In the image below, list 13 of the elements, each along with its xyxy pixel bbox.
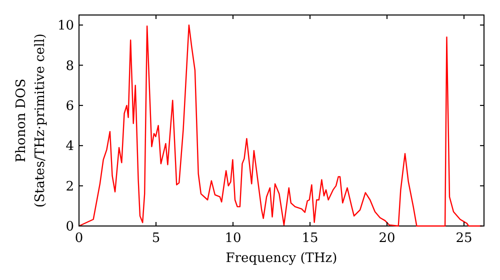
y-tick-label: 8: [66, 58, 74, 74]
x-axis-title: Frequency (THz): [226, 251, 338, 266]
x-tick-label: 20: [378, 231, 396, 246]
y-tick-label: 2: [66, 179, 74, 194]
y-tick-label: 4: [66, 139, 74, 154]
x-tick-label: 5: [152, 231, 160, 246]
y-tick-label: 0: [66, 220, 74, 235]
y-tick-label: 6: [66, 98, 74, 114]
y-tick-label: 10: [57, 18, 74, 34]
x-tick-label: 10: [224, 231, 242, 246]
x-tick-label: 15: [302, 231, 318, 246]
x-tick-label: 25: [456, 231, 472, 246]
y-axis-title: Phonon DOS (States/THz·primitive cell): [14, 33, 48, 208]
